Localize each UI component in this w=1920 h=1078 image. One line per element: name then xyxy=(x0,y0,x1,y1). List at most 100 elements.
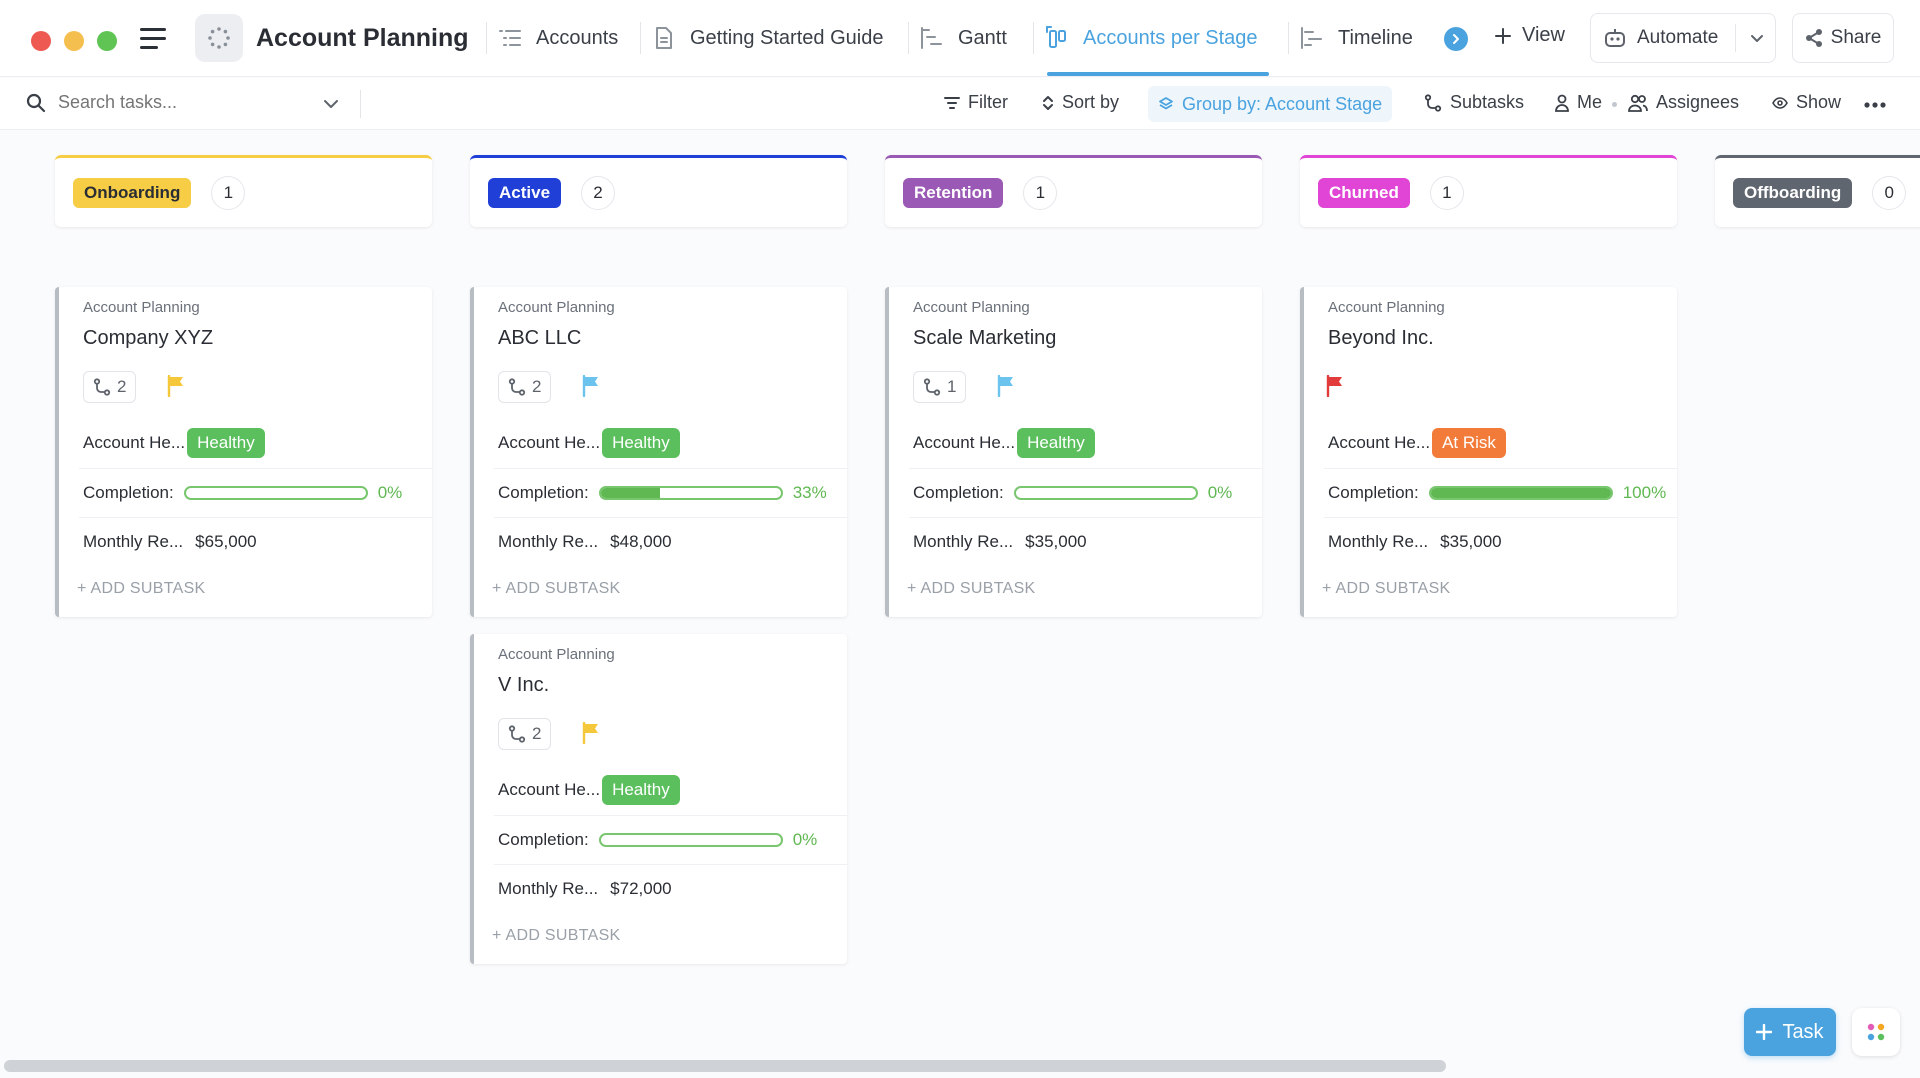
column-header-churned[interactable]: Churned 1 xyxy=(1300,155,1677,227)
completion-field: Completion: 0% xyxy=(913,469,1258,517)
apps-button[interactable] xyxy=(1852,1008,1900,1056)
monthly-revenue-value[interactable]: $48,000 xyxy=(610,532,672,551)
list-icon xyxy=(498,26,522,50)
tab-accounts[interactable]: Accounts xyxy=(498,24,618,52)
window-zoom-button[interactable] xyxy=(97,31,117,51)
add-task-button[interactable]: Task xyxy=(1744,1008,1836,1056)
account-health-badge[interactable]: Healthy xyxy=(602,775,680,805)
task-card[interactable]: Account Planning ABC LLC 2 Account He... Hea… xyxy=(470,287,847,617)
window-minimize-button[interactable] xyxy=(64,31,84,51)
priority-flag-icon[interactable] xyxy=(1326,375,1344,397)
subtask-count-button[interactable]: 1 xyxy=(913,371,967,403)
card-title[interactable]: ABC LLC xyxy=(498,327,582,349)
account-health-badge[interactable]: Healthy xyxy=(1017,428,1095,458)
add-subtask-button[interactable]: + ADD SUBTASK xyxy=(907,580,1036,597)
me-filter-button[interactable]: Me xyxy=(1555,92,1602,113)
completion-percent: 0% xyxy=(377,483,403,502)
tab-getting-started-guide[interactable]: Getting Started Guide xyxy=(652,24,883,52)
subtask-count: 2 xyxy=(532,377,542,396)
account-health-badge[interactable]: At Risk xyxy=(1432,428,1506,458)
task-card[interactable]: Account Planning Scale Marketing 1 Account … xyxy=(885,287,1262,617)
apps-grid-icon xyxy=(1867,1023,1885,1041)
subtask-count-button[interactable]: 2 xyxy=(83,371,137,403)
subtask-count-button[interactable]: 2 xyxy=(498,371,552,403)
automate-button[interactable]: Automate xyxy=(1590,13,1776,63)
subtasks-button[interactable]: Subtasks xyxy=(1424,92,1524,113)
divider xyxy=(360,90,361,118)
card-list-name: Account Planning xyxy=(498,299,615,316)
card-title[interactable]: Company XYZ xyxy=(83,327,214,349)
share-button[interactable]: Share xyxy=(1792,13,1894,63)
stage-badge[interactable]: Churned xyxy=(1318,177,1410,208)
task-card[interactable]: Account Planning V Inc. 2 Account He... Heal… xyxy=(470,634,847,964)
monthly-revenue-value[interactable]: $65,000 xyxy=(195,532,257,551)
completion-percent: 0% xyxy=(1207,483,1233,502)
divider xyxy=(494,815,847,816)
monthly-revenue-value[interactable]: $35,000 xyxy=(1440,532,1502,551)
toolbar: Filter Sort by Group by: Account Stage S… xyxy=(0,78,1920,130)
priority-flag-icon[interactable] xyxy=(167,375,185,397)
subtask-count-button[interactable]: 2 xyxy=(498,718,552,750)
plus-icon xyxy=(1495,27,1511,44)
more-options-icon[interactable] xyxy=(1864,102,1886,108)
top-bar: Account Planning Accounts Getting Starte… xyxy=(0,0,1920,77)
task-count: 0 xyxy=(1872,175,1907,210)
field-label: Completion: xyxy=(83,483,174,502)
assignees-button[interactable]: Assignees xyxy=(1628,92,1739,113)
column-header-active[interactable]: Active 2 xyxy=(470,155,847,227)
stage-badge[interactable]: Active xyxy=(488,177,562,208)
chevron-down-icon[interactable] xyxy=(322,95,340,113)
group-by-button[interactable]: Group by: Account Stage xyxy=(1148,86,1393,122)
priority-flag-icon[interactable] xyxy=(582,722,600,744)
search-input[interactable] xyxy=(58,92,318,113)
show-button[interactable]: Show xyxy=(1772,92,1841,113)
stage-badge[interactable]: Onboarding xyxy=(73,177,192,208)
window-close-button[interactable] xyxy=(31,31,51,51)
add-subtask-button[interactable]: + ADD SUBTASK xyxy=(77,580,206,597)
monthly-revenue-field: Monthly Re... $65,000 xyxy=(83,518,428,566)
add-subtask-button[interactable]: + ADD SUBTASK xyxy=(492,580,621,597)
priority-flag-icon[interactable] xyxy=(582,375,600,397)
monthly-revenue-value[interactable]: $72,000 xyxy=(610,879,672,898)
completion-progress-bar xyxy=(183,486,368,500)
filter-button[interactable]: Filter xyxy=(944,92,1008,113)
task-label: Task xyxy=(1782,1020,1824,1043)
space-icon[interactable] xyxy=(195,14,243,62)
stage-badge[interactable]: Offboarding xyxy=(1733,177,1853,208)
card-title[interactable]: Scale Marketing xyxy=(913,327,1057,349)
account-health-badge[interactable]: Healthy xyxy=(187,428,265,458)
tab-timeline[interactable]: Timeline xyxy=(1300,24,1413,52)
more-views-chevron-icon[interactable] xyxy=(1444,27,1468,51)
add-subtask-button[interactable]: + ADD SUBTASK xyxy=(492,927,621,944)
column-header-onboarding[interactable]: Onboarding 1 xyxy=(55,155,432,227)
stage-badge[interactable]: Retention xyxy=(903,177,1004,208)
card-title[interactable]: Beyond Inc. xyxy=(1328,327,1434,349)
add-view-button[interactable]: View xyxy=(1494,24,1565,47)
completion-field: Completion: 0% xyxy=(83,469,428,517)
card-title[interactable]: V Inc. xyxy=(498,674,550,696)
tab-label: Getting Started Guide xyxy=(690,26,884,49)
field-label: Completion: xyxy=(1328,483,1419,502)
horizontal-scrollbar[interactable] xyxy=(4,1060,1446,1072)
search-box[interactable] xyxy=(26,92,318,113)
monthly-revenue-field: Monthly Re... $35,000 xyxy=(1328,518,1673,566)
column-header-offboarding[interactable]: Offboarding 0 xyxy=(1715,155,1920,227)
priority-flag-icon[interactable] xyxy=(997,375,1015,397)
sort-icon xyxy=(1043,95,1053,110)
task-card[interactable]: Account Planning Beyond Inc. Account He...… xyxy=(1300,287,1677,617)
column-header-retention[interactable]: Retention 1 xyxy=(885,155,1262,227)
add-subtask-button[interactable]: + ADD SUBTASK xyxy=(1322,580,1451,597)
completion-field: Completion: 33% xyxy=(498,469,843,517)
sort-button[interactable]: Sort by xyxy=(1042,92,1119,113)
task-card[interactable]: Account Planning Company XYZ 2 Account He..… xyxy=(55,287,432,617)
tab-gantt[interactable]: Gantt xyxy=(920,24,1007,52)
menu-icon[interactable] xyxy=(140,28,166,50)
divider xyxy=(79,468,432,469)
chevron-down-icon[interactable] xyxy=(1749,30,1765,46)
account-health-badge[interactable]: Healthy xyxy=(602,428,680,458)
field-label: Monthly Re... xyxy=(498,879,599,898)
monthly-revenue-value[interactable]: $35,000 xyxy=(1025,532,1087,551)
divider xyxy=(494,864,847,865)
tab-accounts-per-stage[interactable]: Accounts per Stage xyxy=(1045,24,1258,52)
page-title: Account Planning xyxy=(256,24,469,52)
